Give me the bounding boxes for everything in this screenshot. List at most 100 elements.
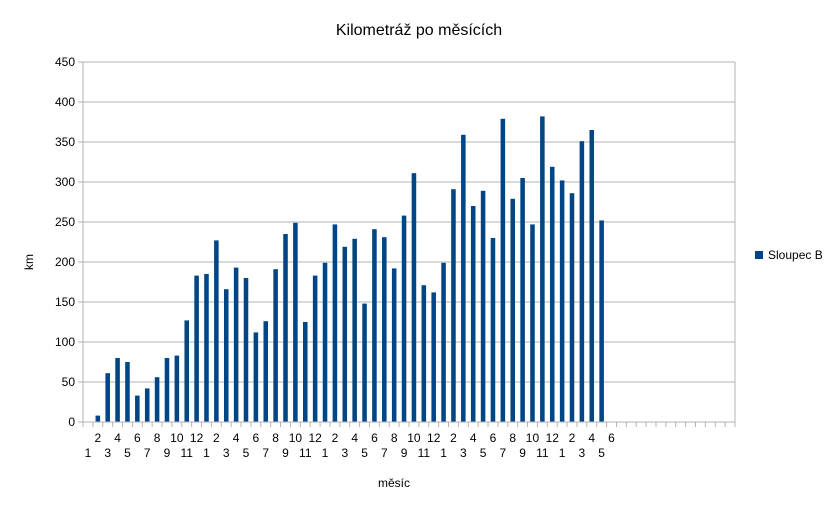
x-tick-label: 6 — [490, 431, 497, 445]
bar — [332, 224, 338, 422]
legend-swatch — [755, 251, 763, 259]
x-tick-label: 4 — [588, 431, 595, 445]
y-tick-label: 350 — [55, 135, 75, 149]
x-tick-label: 6 — [134, 431, 141, 445]
x-tick-label: 8 — [272, 431, 279, 445]
y-tick-label: 450 — [55, 55, 75, 69]
bar — [500, 118, 506, 423]
bar — [322, 262, 328, 422]
x-tick-label: 12 — [427, 431, 441, 445]
x-tick-label: 7 — [381, 446, 388, 460]
bar — [263, 321, 269, 422]
bar — [411, 173, 417, 422]
bar — [431, 292, 436, 422]
y-tick-label: 400 — [55, 95, 75, 109]
y-tick-label: 250 — [55, 215, 75, 229]
x-tick-label: 7 — [262, 446, 269, 460]
x-tick-label: 1 — [559, 446, 566, 460]
y-tick-label: 0 — [68, 415, 75, 429]
x-tick-label: 10 — [407, 431, 421, 445]
x-axis-label: měsíc — [378, 476, 410, 490]
x-tick-label: 9 — [519, 446, 526, 460]
bar — [382, 237, 387, 422]
x-tick-label: 3 — [460, 446, 467, 460]
x-tick-label: 6 — [608, 431, 615, 445]
x-tick-label: 2 — [213, 431, 220, 445]
x-tick-label: 11 — [180, 446, 193, 460]
y-tick-label: 300 — [55, 175, 75, 189]
bar — [273, 269, 278, 422]
bar — [569, 193, 575, 422]
bar — [105, 373, 110, 422]
x-tick-label: 3 — [341, 446, 348, 460]
x-tick-label: 12 — [190, 431, 204, 445]
y-tick-label: 50 — [62, 375, 76, 389]
bar — [490, 238, 496, 422]
bar — [510, 198, 515, 422]
x-tick-label: 4 — [114, 431, 121, 445]
x-tick-label: 5 — [243, 446, 250, 460]
x-tick-label: 2 — [569, 431, 576, 445]
x-tick-label: 8 — [391, 431, 398, 445]
x-tick-label: 10 — [170, 431, 184, 445]
x-tick-label: 3 — [223, 446, 230, 460]
x-tick-label: 10 — [289, 431, 303, 445]
legend: Sloupec B — [755, 248, 823, 262]
x-tick-label: 1 — [85, 446, 92, 460]
x-tick-label: 6 — [371, 431, 378, 445]
chart-title: Kilometráž po měsících — [336, 22, 502, 39]
bar — [401, 215, 407, 422]
x-tick-labels: 1234567891011121234567891011121234567891… — [85, 431, 616, 460]
x-tick-label: 10 — [526, 431, 540, 445]
bar — [461, 134, 466, 423]
x-tick-label: 11 — [536, 446, 549, 460]
bar — [125, 362, 130, 422]
x-tick-label: 12 — [546, 431, 560, 445]
x-tick-label: 5 — [480, 446, 487, 460]
bar — [115, 358, 120, 422]
x-tick-label: 9 — [164, 446, 171, 460]
bar — [540, 116, 545, 423]
bar — [451, 189, 456, 422]
bar — [391, 268, 397, 422]
bars — [95, 116, 604, 423]
bar — [352, 238, 357, 422]
bar — [559, 180, 565, 422]
x-tick-label: 3 — [579, 446, 586, 460]
bar — [184, 320, 189, 422]
bar — [243, 278, 249, 422]
x-tick-label: 5 — [598, 446, 605, 460]
bar — [95, 415, 101, 422]
bar — [223, 289, 229, 422]
y-axis-label: km — [22, 254, 36, 270]
bar — [204, 274, 209, 422]
bar — [470, 206, 476, 422]
x-tick-label: 2 — [94, 431, 101, 445]
x-tick-label: 3 — [104, 446, 111, 460]
y-tick-label: 150 — [55, 295, 75, 309]
axes — [82, 62, 736, 427]
bar — [154, 377, 160, 422]
legend-label: Sloupec B — [768, 248, 823, 262]
bar — [312, 275, 318, 422]
bar — [362, 303, 367, 422]
x-tick-label: 4 — [233, 431, 240, 445]
x-tick-label: 11 — [418, 446, 431, 460]
y-tick-label: 100 — [55, 335, 75, 349]
bar — [530, 224, 535, 422]
x-tick-label: 1 — [440, 446, 447, 460]
x-tick-label: 4 — [470, 431, 477, 445]
x-tick-label: 9 — [401, 446, 408, 460]
bar — [135, 395, 140, 422]
bar — [589, 130, 595, 422]
bar — [214, 240, 219, 422]
bar — [194, 275, 199, 422]
bar — [174, 355, 180, 422]
bar — [303, 322, 308, 422]
bar — [144, 388, 150, 422]
bar — [253, 332, 259, 422]
bar — [599, 220, 604, 422]
y-tick-labels: 0 50 100 150 200 250 300 350 400 450 — [55, 55, 75, 429]
x-tick-label: 7 — [500, 446, 507, 460]
